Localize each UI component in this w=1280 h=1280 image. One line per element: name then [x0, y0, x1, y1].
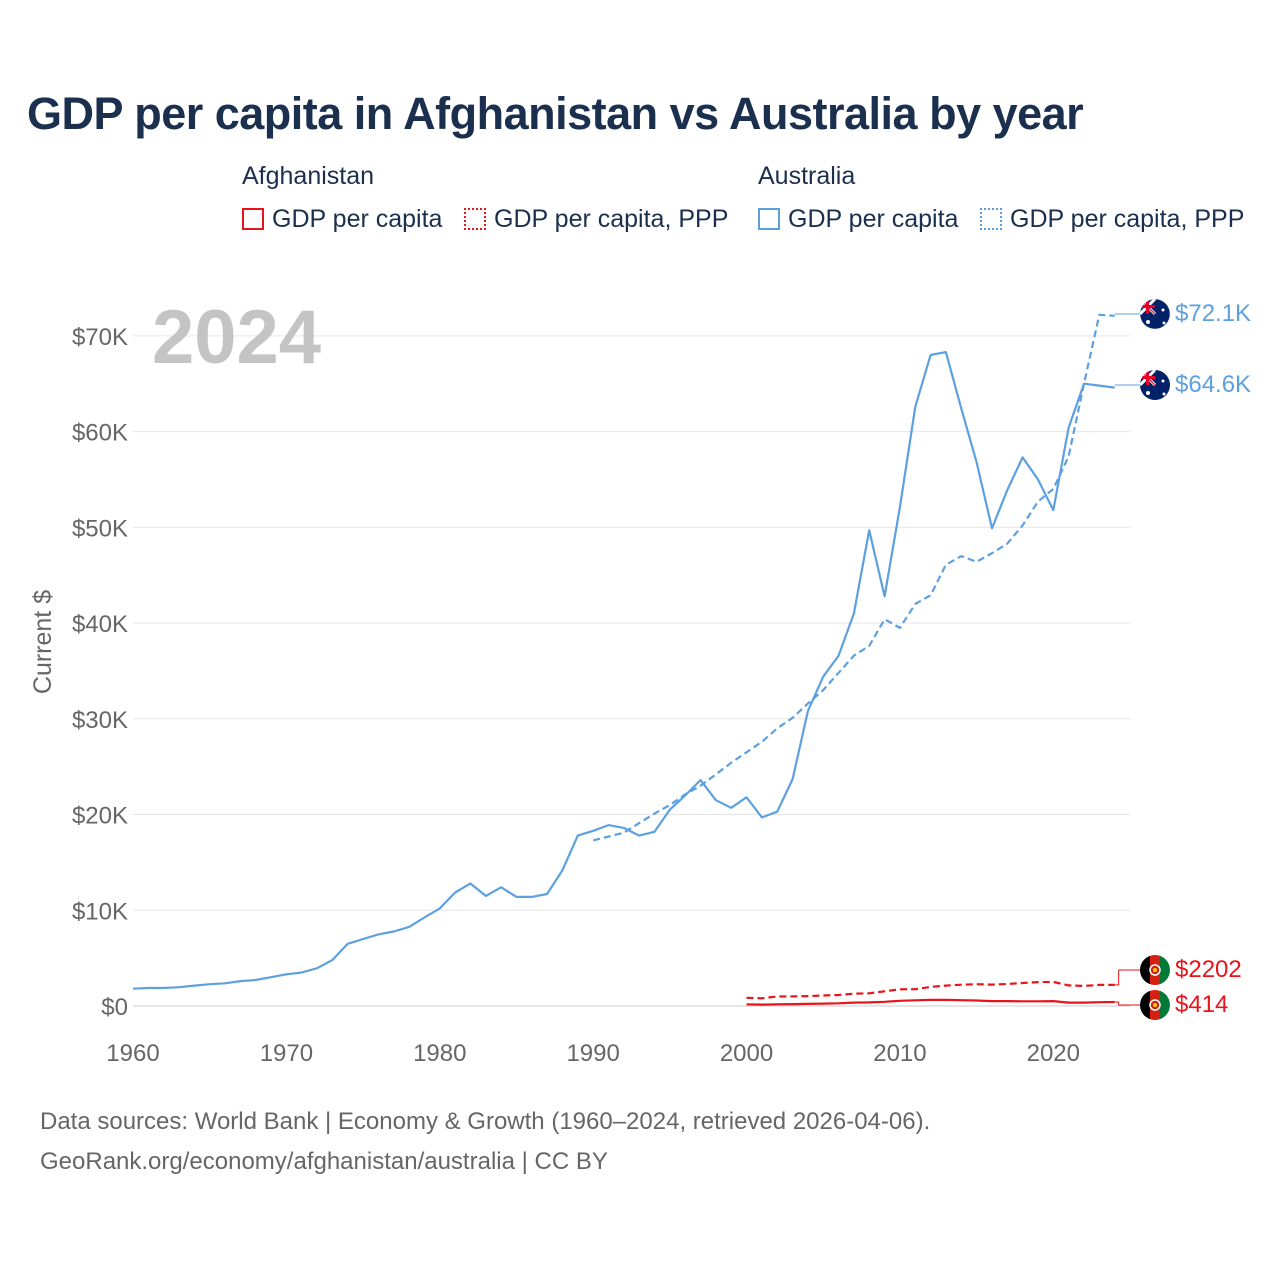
grid-layer	[133, 335, 1130, 1007]
x-tick-label: 2020	[1027, 1040, 1080, 1067]
connector-afghanistan-gdp	[1114, 1001, 1140, 1006]
x-tick-label: 1990	[566, 1040, 619, 1067]
legend-swatch-solid-red	[242, 208, 264, 230]
legend-group-afghanistan: Afghanistan	[242, 162, 375, 190]
year-watermark: 2024	[152, 295, 321, 380]
y-axis-title: Current $	[29, 590, 57, 694]
afghanistan-flag-icon	[1140, 990, 1170, 1020]
legend-label: GDP per capita, PPP	[494, 204, 729, 233]
y-tick-label: $50K	[72, 515, 128, 542]
series-line-2	[746, 980, 1115, 1000]
y-tick-label: $30K	[72, 707, 128, 734]
connector-layer	[1114, 313, 1140, 1006]
legend-item-afghanistan-gdp[interactable]: GDP per capita	[242, 204, 442, 234]
y-tick-label: $60K	[72, 420, 128, 447]
x-tick-label: 2010	[873, 1040, 926, 1067]
y-tick-label: $70K	[72, 324, 128, 351]
series-layer	[132, 313, 1115, 1006]
series-line-3	[746, 998, 1115, 1006]
legend-item-afghanistan-gdp-ppp[interactable]: GDP per capita, PPP	[464, 204, 728, 234]
y-tick-label: $10K	[72, 898, 128, 925]
y-tick-label: $0	[101, 994, 128, 1021]
legend-swatch-dotted-red	[464, 208, 486, 230]
legend-swatch-solid-blue	[758, 208, 780, 230]
legend-group-australia: Australia	[758, 162, 856, 190]
x-tick-label: 1970	[260, 1040, 313, 1067]
end-label-australia-gdp: $64.6K	[1175, 371, 1251, 398]
legend-item-australia-gdp[interactable]: GDP per capita	[758, 204, 958, 234]
australia-flag-icon	[1139, 298, 1171, 330]
end-label-australia-ppp: $72.1K	[1175, 300, 1251, 327]
chart-title: GDP per capita in Afghanistan vs Austral…	[27, 88, 1084, 139]
x-tick-label: 1980	[413, 1040, 466, 1067]
legend-label: GDP per capita, PPP	[1010, 204, 1245, 233]
axis-layer: $0 $10K $20K $30K $40K $50K $60K $70K 1960 1970 19…	[72, 324, 1080, 1067]
y-tick-label: $20K	[72, 803, 128, 830]
chart-plot: $0 $10K $20K $30K $40K $50K $60K $70K 1960 1970 19…	[29, 295, 1251, 1067]
x-tick-label: 1960	[106, 1040, 159, 1067]
legend-label: GDP per capita	[788, 204, 959, 233]
end-label-afghanistan-ppp: $2202	[1175, 956, 1242, 983]
connector-afghanistan-ppp	[1114, 969, 1140, 986]
end-label-afghanistan-gdp: $414	[1175, 991, 1228, 1018]
x-tick-label: 2000	[720, 1040, 773, 1067]
australia-flag-icon	[1140, 370, 1170, 400]
legend-label: GDP per capita	[272, 204, 443, 233]
credit-link[interactable]: GeoRank.org/economy/afghanistan/australi…	[40, 1148, 608, 1175]
legend-swatch-dotted-blue	[980, 208, 1002, 230]
series-line-1	[592, 313, 1115, 842]
y-tick-label: $40K	[72, 611, 128, 638]
data-source-note: Data sources: World Bank | Economy & Gro…	[40, 1108, 931, 1135]
legend-item-australia-gdp-ppp[interactable]: GDP per capita, PPP	[980, 204, 1244, 234]
series-line-0	[132, 351, 1115, 990]
afghanistan-flag-icon	[1140, 955, 1170, 985]
